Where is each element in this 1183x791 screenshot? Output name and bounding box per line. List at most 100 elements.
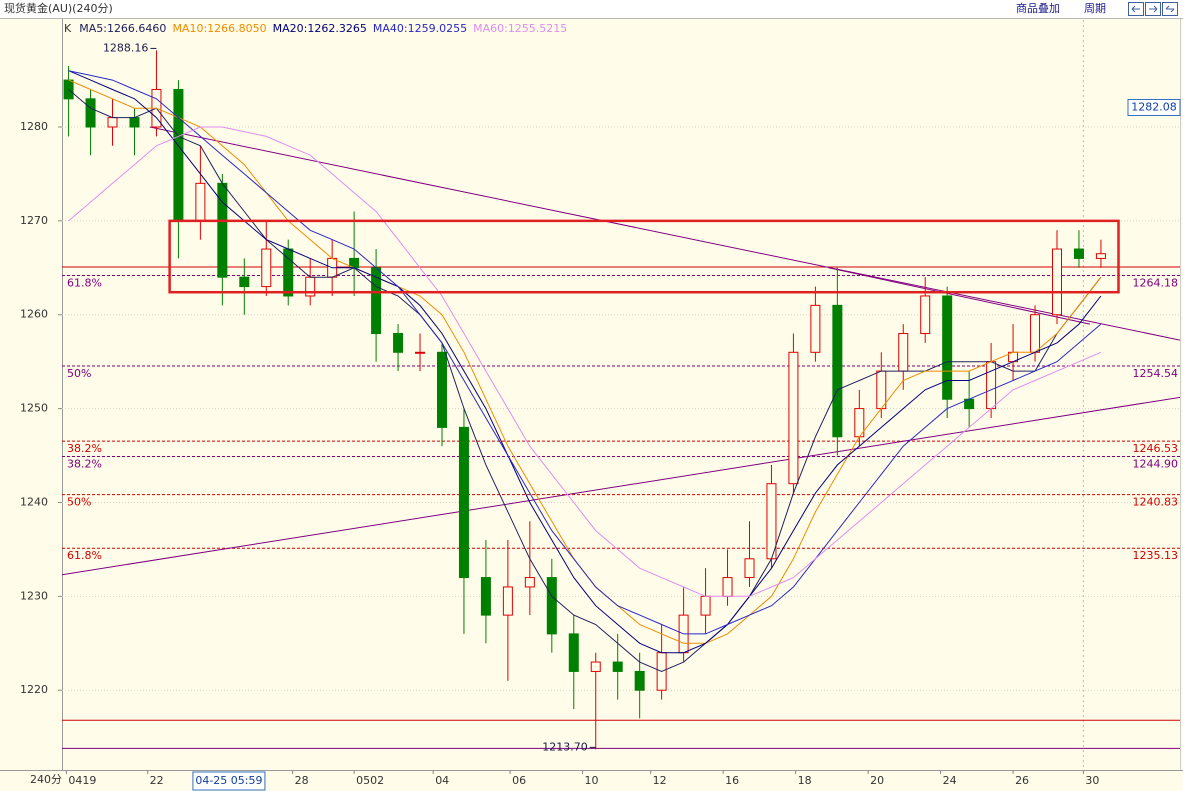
x-tick-label: 0502 bbox=[356, 774, 384, 787]
candle-body bbox=[546, 577, 557, 635]
legend-entry: MA40:1259.0255 bbox=[373, 22, 467, 35]
candle-body bbox=[766, 483, 777, 560]
candle-body bbox=[920, 295, 931, 335]
nav-left-icon bbox=[1131, 5, 1140, 13]
candle-body bbox=[524, 577, 535, 588]
candle-body bbox=[722, 577, 733, 597]
period-button[interactable]: 周期 bbox=[1084, 2, 1106, 15]
candle-body bbox=[986, 361, 997, 410]
legend-entry: MA20:1262.3265 bbox=[273, 22, 367, 35]
cursor-time-label: 04-25 05:59 bbox=[195, 774, 262, 787]
x-tick-label: 06 bbox=[512, 774, 526, 787]
candle-body bbox=[810, 304, 821, 353]
candle-body bbox=[129, 117, 140, 128]
legend-entry: MA5:1266.6460 bbox=[79, 22, 166, 35]
candle-body bbox=[832, 304, 843, 438]
candle-body bbox=[480, 577, 491, 616]
x-tick-label: 28 bbox=[295, 774, 309, 787]
candle-body bbox=[393, 333, 404, 353]
candle-body bbox=[261, 248, 272, 288]
trend-line bbox=[828, 267, 1091, 325]
cursor-price-label: 1282.08 bbox=[1131, 100, 1177, 113]
candle-body bbox=[239, 276, 250, 288]
y-tick-label: 1260 bbox=[20, 308, 48, 321]
candle-body bbox=[415, 351, 426, 354]
candle-body bbox=[85, 98, 96, 128]
x-tick-label: 20 bbox=[870, 774, 884, 787]
fib-level-value: 1246.53 bbox=[1133, 442, 1179, 455]
candle-body bbox=[942, 295, 953, 400]
period-label: 240分 bbox=[30, 773, 62, 786]
candle-body bbox=[1051, 248, 1062, 316]
candle-body bbox=[436, 351, 447, 428]
nav-fit-icon bbox=[1165, 5, 1175, 13]
legend-candle: K bbox=[64, 22, 72, 35]
x-tick-label: 22 bbox=[150, 774, 164, 787]
x-tick-label: 26 bbox=[1015, 774, 1029, 787]
candle-body bbox=[1073, 248, 1084, 259]
extreme-label: 1213.70 bbox=[542, 740, 588, 753]
ma-line bbox=[68, 70, 1102, 635]
trend-line bbox=[149, 126, 1180, 341]
plot bbox=[62, 20, 1180, 770]
fib-level-pct: 61.8% bbox=[67, 277, 102, 290]
top-bar bbox=[0, 0, 1183, 18]
candle-body bbox=[173, 88, 184, 222]
x-tick-label: 12 bbox=[653, 774, 667, 787]
x-tick-label: 30 bbox=[1085, 774, 1099, 787]
fib-level-pct: 50% bbox=[67, 496, 91, 509]
ma-line bbox=[68, 126, 1102, 597]
cursor-price-box bbox=[1127, 98, 1181, 116]
x-tick-label: 10 bbox=[585, 774, 599, 787]
candle-body bbox=[63, 79, 74, 100]
fib-level-value: 1254.54 bbox=[1133, 367, 1179, 380]
x-tick-label: 18 bbox=[798, 774, 812, 787]
candle-body bbox=[898, 333, 909, 372]
trend-line bbox=[62, 396, 1180, 576]
extreme-label: 1288.16 bbox=[103, 41, 149, 54]
candle-body bbox=[634, 670, 645, 691]
x-tick-label: 0419 bbox=[68, 774, 96, 787]
y-tick-label: 1230 bbox=[20, 589, 48, 602]
candle-body bbox=[590, 661, 601, 672]
ma-line bbox=[68, 70, 1102, 654]
y-tick-label: 1280 bbox=[20, 120, 48, 133]
candle-body bbox=[700, 595, 711, 616]
fib-level-value: 1264.18 bbox=[1133, 277, 1179, 290]
candle-body bbox=[1095, 253, 1106, 259]
ma-line bbox=[68, 89, 1102, 672]
candle-body bbox=[876, 370, 887, 410]
fib-level-pct: 50% bbox=[67, 367, 91, 380]
fib-level-value: 1235.13 bbox=[1133, 549, 1179, 562]
candle-body bbox=[1030, 314, 1041, 353]
fib-level-pct: 38.2% bbox=[67, 457, 102, 470]
x-tick-label: 24 bbox=[943, 774, 957, 787]
x-tick-label: 04 bbox=[435, 774, 449, 787]
legend-entry: MA10:1266.8050 bbox=[172, 22, 266, 35]
nav-buttons[interactable] bbox=[1128, 2, 1178, 16]
candle-body bbox=[195, 182, 206, 222]
candle-body bbox=[458, 426, 469, 579]
fib-level-pct: 61.8% bbox=[67, 549, 102, 562]
x-tick-label: 16 bbox=[725, 774, 739, 787]
candle-body bbox=[612, 661, 623, 672]
overlay-button[interactable]: 商品叠加 bbox=[1016, 1, 1060, 15]
highlight-box bbox=[168, 219, 1120, 294]
fib-level-pct: 38.2% bbox=[67, 442, 102, 455]
y-tick-label: 1250 bbox=[20, 402, 48, 415]
candle-body bbox=[568, 633, 579, 672]
y-tick-label: 1270 bbox=[20, 214, 48, 227]
y-tick-label: 1240 bbox=[20, 495, 48, 508]
fib-level-value: 1244.90 bbox=[1133, 457, 1179, 470]
y-tick-label: 1220 bbox=[20, 683, 48, 696]
candle-body bbox=[107, 117, 118, 128]
candle-body bbox=[502, 586, 513, 616]
nav-right-icon bbox=[1149, 5, 1158, 13]
chart-title: 现货黄金(AU)(240分) bbox=[4, 1, 113, 15]
cursor-time-box bbox=[192, 771, 266, 791]
legend-entry: MA60:1255.5215 bbox=[473, 22, 567, 35]
fib-level-value: 1240.83 bbox=[1133, 496, 1179, 509]
candle-body bbox=[744, 558, 755, 579]
